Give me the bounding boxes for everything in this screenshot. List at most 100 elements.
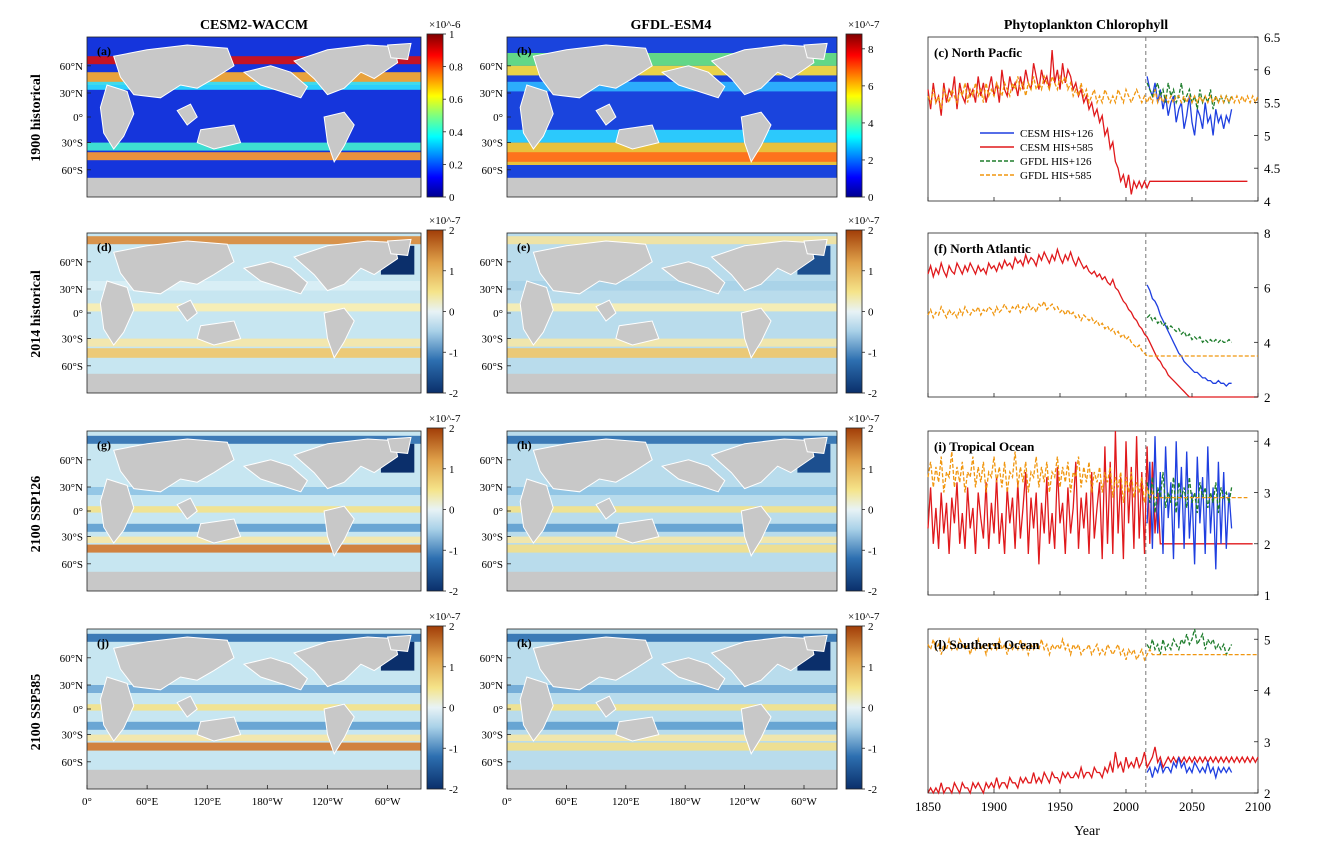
lat-label: 60°N [480, 653, 503, 665]
ocean-band [87, 685, 421, 693]
continent-5 [710, 240, 815, 292]
legend-label: GFDL HIS+585 [1020, 170, 1092, 182]
ocean-band [507, 523, 837, 532]
ytick-label: 4 [1264, 194, 1271, 209]
ocean-band [507, 685, 837, 693]
colorbar-tick-label: 0 [868, 703, 874, 715]
continent-4 [660, 657, 726, 691]
lat-label: 60°S [481, 757, 503, 769]
series-line [927, 430, 1253, 565]
antarctica [87, 769, 421, 789]
colorbar-tick-label: 2 [449, 621, 455, 633]
ocean-band [87, 506, 421, 513]
series-line [927, 247, 1258, 398]
lat-label: 0° [493, 308, 503, 320]
continent-6 [323, 307, 355, 359]
panel-label: (a) [97, 44, 111, 58]
lat-label: 60°S [61, 757, 83, 769]
continent-3 [196, 518, 242, 544]
panel-label: (e) [517, 240, 530, 254]
colorbar-gradient [845, 625, 863, 790]
ocean-band [87, 303, 421, 312]
lat-label: 30°S [61, 334, 83, 346]
col-title-gfdl: GFDL-ESM4 [631, 18, 712, 33]
colorbar-gradient [845, 229, 863, 394]
row-label-3: 2100 SSP126 [29, 476, 44, 553]
colorbar-tick-label: 0 [449, 505, 455, 517]
colorbar-tick-label: 2 [449, 423, 455, 435]
continent-6 [740, 703, 772, 755]
antarctica [87, 373, 421, 393]
plot-frame [927, 232, 1259, 398]
continent-3 [615, 320, 660, 346]
continent-1 [519, 280, 554, 346]
ocean-band [507, 742, 837, 751]
lat-label: 0° [73, 308, 83, 320]
colorbar-scale: ×10^-7 [429, 215, 461, 227]
colorbar-scale: ×10^-7 [848, 611, 880, 623]
lon-label: 0° [502, 796, 512, 808]
panel-label: (g) [97, 438, 111, 452]
continent-5 [710, 438, 815, 490]
continent-0 [113, 240, 235, 295]
lat-label: 60°N [480, 455, 503, 467]
continent-2 [176, 299, 198, 322]
col-title-chlorophyll: Phytoplankton Chlorophyll [1004, 18, 1168, 33]
series-line [927, 746, 1259, 795]
colorbar-tick-label: 1 [449, 29, 455, 41]
colorbar-tick-label: 0.8 [449, 62, 463, 74]
colorbar-1-0: ×10^-72 1 0 -1 -2 [426, 215, 461, 400]
ocean-band [507, 81, 837, 92]
colorbar-scale: ×10^-7 [848, 413, 880, 425]
lat-label: 30°S [481, 138, 503, 150]
colorbar-tick-label: -2 [868, 388, 877, 400]
lat-label: 60°S [481, 361, 503, 373]
continent-2 [176, 695, 198, 718]
antarctica [507, 177, 837, 197]
colorbar-1-1: ×10^-72 1 0 -1 -2 [845, 215, 880, 400]
lat-label: 60°S [481, 559, 503, 571]
colorbar-tick-label: 4 [868, 118, 874, 130]
map-panel-2-0: (g) 60°N 30°N 0° 30°S 60°S [60, 430, 422, 592]
colorbar-tick-label: 0 [449, 307, 455, 319]
colorbar-tick-label: -1 [868, 545, 877, 557]
ocean-band [87, 435, 421, 444]
ytick-label: 5.5 [1264, 96, 1280, 111]
ocean-band [507, 721, 837, 730]
plot-title: (f) North Atlantic [934, 241, 1031, 256]
continent-3 [196, 124, 242, 150]
panel-label: (d) [97, 240, 112, 254]
ytick-label: 6.5 [1264, 30, 1280, 45]
xtick-label: 1950 [1047, 799, 1073, 814]
continent-7 [386, 634, 412, 652]
continent-3 [615, 716, 660, 742]
lat-label: 30°N [60, 482, 83, 494]
series-line [1146, 756, 1233, 781]
colorbar-tick-label: 2 [449, 225, 455, 237]
lat-label: 30°S [481, 532, 503, 544]
xtick-label: 2050 [1179, 799, 1205, 814]
continent-0 [113, 44, 235, 99]
continent-2 [595, 299, 617, 322]
continent-0 [532, 240, 653, 295]
colorbar-tick-label: -2 [449, 586, 458, 598]
ocean-band [87, 721, 421, 730]
antarctica [507, 769, 837, 789]
row-label-1: 1900 historical [29, 74, 44, 162]
continent-7 [386, 436, 412, 454]
continent-6 [323, 111, 355, 163]
ocean-band [507, 129, 837, 143]
colorbar-gradient [426, 427, 444, 592]
colorbar-tick-label: -2 [449, 784, 458, 796]
panel-label: (h) [517, 438, 532, 452]
colorbar-tick-label: 1 [449, 266, 455, 278]
ocean-band [87, 338, 421, 347]
ytick-label: 8 [1264, 226, 1271, 241]
ytick-label: 5 [1264, 632, 1271, 647]
line-plots: (c) North Pacfic 6.5 6 5.5 5 4.5 4 CESM HIS+126… [915, 30, 1280, 814]
ocean-band [507, 236, 837, 245]
colorbar-scale: ×10^-7 [429, 611, 461, 623]
continent-7 [386, 42, 412, 60]
continent-7 [803, 436, 828, 454]
